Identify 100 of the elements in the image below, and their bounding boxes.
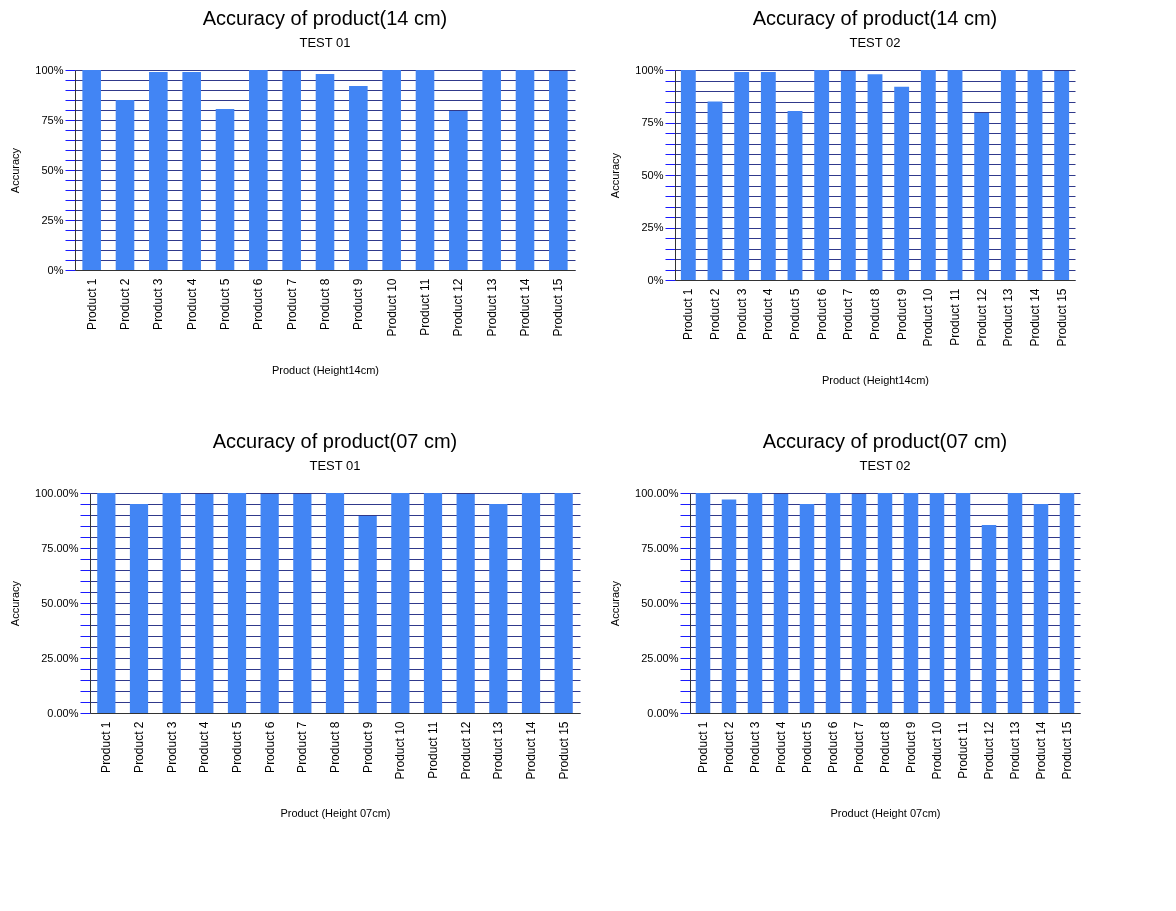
y-tick-label: 50.00% [41, 596, 79, 609]
bar [415, 70, 435, 270]
y-tick-label: 0% [647, 273, 664, 286]
bar [1033, 504, 1049, 713]
y-tick-label: 25.00% [41, 651, 79, 664]
chart-subtitle: TEST 01 [299, 35, 351, 50]
bar [227, 493, 247, 713]
bar [1007, 493, 1023, 713]
x-axis-title: Product (Height14cm) [822, 373, 929, 386]
bar [149, 72, 168, 270]
bar [1054, 71, 1070, 280]
bar [814, 70, 830, 280]
y-tick-label: 50% [41, 163, 64, 176]
bar [182, 72, 201, 270]
y-tick-label: 50% [641, 168, 664, 181]
bar [851, 494, 867, 713]
y-axis-title: Accuracy [609, 152, 622, 199]
bar [162, 493, 181, 713]
bar [349, 86, 368, 270]
bar [129, 504, 149, 713]
x-tick-label: Product 6 [814, 288, 829, 340]
bar [734, 72, 750, 280]
chart-subtitle: TEST 02 [859, 458, 911, 473]
bar [760, 72, 776, 280]
bar [1000, 70, 1016, 280]
bar [903, 493, 919, 713]
bar [1027, 70, 1043, 280]
x-axis-title: Product (Height 07cm) [830, 806, 941, 819]
x-tick-label: Product 14 [524, 721, 538, 780]
x-tick-label: Product 12 [982, 721, 996, 780]
x-tick-label: Product 3 [151, 278, 166, 330]
bar [549, 71, 568, 270]
bar [825, 493, 841, 713]
y-tick-label: 25% [641, 221, 664, 233]
x-tick-label: Product 3 [164, 721, 179, 773]
x-tick-label: Product 15 [556, 721, 571, 780]
bar [315, 74, 335, 270]
x-tick-label: Product 6 [251, 278, 266, 330]
chart-title: Accuracy of product(07 cm) [762, 430, 1008, 452]
bar [515, 70, 535, 270]
x-tick-label: Product 8 [318, 278, 332, 330]
y-tick-label: 0% [47, 263, 64, 276]
y-tick-label: 100.00% [35, 486, 79, 499]
x-tick-label: Product 4 [761, 288, 776, 340]
x-tick-label: Product 8 [878, 721, 892, 773]
x-tick-label: Product 10 [393, 721, 408, 780]
x-tick-label: Product 2 [132, 721, 146, 773]
bar [721, 499, 737, 713]
bar [489, 504, 508, 713]
bar [456, 494, 475, 713]
bar [799, 504, 815, 713]
chart-title: Accuracy of product(14 cm) [752, 7, 998, 29]
bar [325, 493, 345, 713]
bar [695, 493, 711, 713]
x-tick-label: Product 10 [921, 288, 936, 347]
x-tick-label: Product 13 [1001, 288, 1016, 347]
x-tick-label: Product 9 [351, 278, 366, 330]
bar [115, 100, 135, 270]
chart-title: Accuracy of product(07 cm) [212, 430, 458, 452]
x-tick-label: Product 4 [184, 278, 199, 330]
x-tick-label: Product 2 [118, 278, 132, 330]
x-tick-label: Product 13 [491, 721, 506, 780]
x-tick-label: Product 6 [826, 721, 840, 773]
x-tick-label: Product 12 [458, 721, 473, 780]
chart-title: Accuracy of product(14 cm) [202, 7, 448, 29]
x-tick-label: Product 8 [328, 721, 342, 773]
y-tick-label: 0.00% [647, 706, 679, 719]
y-tick-label: 0.00% [47, 706, 79, 719]
x-tick-label: Product 9 [894, 288, 909, 340]
x-tick-label: Product 1 [696, 721, 710, 773]
x-tick-label: Product 11 [426, 721, 440, 779]
bar [680, 70, 696, 280]
x-tick-label: Product 5 [788, 288, 802, 340]
bar [449, 111, 468, 270]
y-axis-title: Accuracy [9, 580, 22, 627]
bar [260, 494, 279, 713]
y-tick-label: 100% [635, 63, 664, 76]
x-tick-label: Product 7 [841, 288, 856, 340]
x-tick-label: Product 4 [197, 721, 212, 773]
x-tick-label: Product 8 [868, 288, 882, 340]
x-tick-label: Product 14 [1034, 721, 1048, 780]
chart-subtitle: TEST 02 [849, 35, 901, 50]
x-tick-label: Product 4 [774, 721, 788, 773]
x-tick-label: Product 12 [974, 288, 989, 347]
x-tick-label: Product 10 [930, 721, 944, 780]
chart-subtitle: TEST 01 [309, 458, 361, 473]
bar [521, 493, 541, 713]
bar [894, 86, 910, 280]
x-tick-label: Product 15 [551, 278, 566, 337]
x-tick-label: Product 13 [1008, 721, 1022, 780]
y-tick-label: 100% [35, 63, 64, 76]
bar [707, 101, 723, 280]
bar [840, 71, 856, 280]
bar [787, 110, 803, 280]
x-tick-label: Product 14 [518, 278, 532, 337]
bar [97, 493, 116, 713]
bar [929, 493, 945, 713]
x-tick-label: Product 14 [1028, 288, 1042, 347]
bar [1059, 493, 1075, 713]
x-tick-label: Product 10 [384, 278, 399, 337]
